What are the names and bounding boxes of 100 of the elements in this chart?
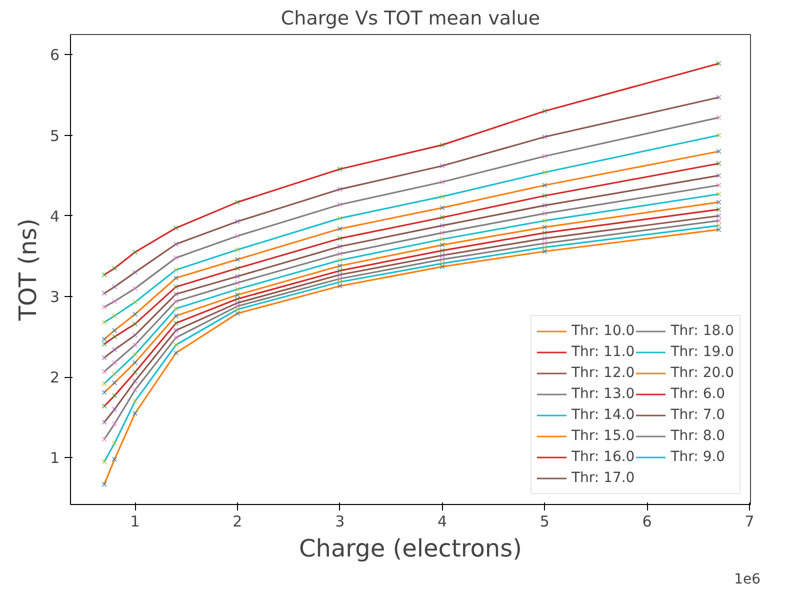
point bbox=[112, 347, 118, 352]
point bbox=[542, 218, 548, 224]
point bbox=[716, 160, 722, 166]
line-series bbox=[103, 116, 720, 308]
point bbox=[440, 205, 445, 210]
point bbox=[716, 114, 722, 120]
point bbox=[132, 370, 138, 375]
x-tick-label: 4 bbox=[437, 512, 448, 530]
point bbox=[173, 306, 179, 312]
point bbox=[102, 368, 107, 374]
point bbox=[234, 274, 240, 279]
legend-label: Thr: 13.0 bbox=[571, 385, 635, 404]
point bbox=[234, 286, 240, 292]
y-axis-title: TOT (ns) bbox=[14, 218, 42, 322]
point bbox=[112, 371, 118, 377]
point bbox=[542, 236, 548, 242]
point bbox=[542, 240, 548, 246]
point bbox=[440, 248, 445, 254]
point bbox=[542, 230, 548, 236]
x-tick-label: 3 bbox=[335, 512, 345, 530]
point bbox=[440, 260, 445, 266]
point bbox=[542, 202, 548, 208]
y-tick-label: 6 bbox=[50, 46, 60, 64]
legend-label: Thr: 6.0 bbox=[670, 385, 726, 404]
point bbox=[132, 312, 138, 317]
legend-label: Thr: 7.0 bbox=[670, 406, 726, 425]
point bbox=[132, 286, 138, 292]
point bbox=[102, 420, 107, 425]
point bbox=[112, 360, 118, 366]
point bbox=[337, 244, 342, 250]
point bbox=[102, 272, 107, 278]
point bbox=[716, 94, 722, 100]
point bbox=[716, 222, 722, 228]
line-series bbox=[103, 96, 720, 294]
point bbox=[716, 226, 722, 232]
point bbox=[173, 267, 179, 273]
point bbox=[234, 256, 240, 262]
point bbox=[337, 166, 342, 172]
point bbox=[234, 200, 240, 205]
x-tick-label: 2 bbox=[232, 512, 242, 530]
point bbox=[716, 148, 722, 154]
point bbox=[337, 202, 342, 208]
point bbox=[440, 163, 445, 169]
line-series bbox=[103, 62, 720, 276]
point bbox=[337, 279, 342, 285]
point bbox=[132, 332, 138, 338]
point bbox=[102, 320, 107, 325]
point bbox=[234, 233, 240, 239]
point bbox=[132, 270, 138, 275]
point bbox=[173, 342, 179, 348]
point bbox=[132, 378, 138, 384]
point bbox=[234, 292, 240, 298]
point bbox=[112, 284, 118, 290]
point bbox=[234, 296, 240, 302]
point bbox=[102, 459, 107, 464]
point bbox=[716, 213, 722, 219]
point bbox=[337, 276, 342, 282]
point bbox=[112, 266, 118, 271]
point bbox=[112, 456, 118, 462]
point bbox=[716, 182, 722, 188]
point bbox=[542, 182, 548, 188]
point bbox=[234, 266, 240, 271]
point bbox=[337, 263, 342, 268]
point bbox=[132, 342, 138, 348]
point bbox=[102, 482, 107, 487]
point bbox=[440, 230, 445, 236]
point bbox=[102, 290, 107, 296]
point bbox=[102, 380, 107, 386]
point bbox=[112, 380, 118, 386]
legend-label: Thr: 8.0 bbox=[670, 427, 726, 446]
point bbox=[440, 256, 445, 262]
y-tick-label: 1 bbox=[50, 449, 60, 468]
legend-label: Thr: 19.0 bbox=[670, 343, 734, 362]
point bbox=[173, 313, 179, 318]
point bbox=[102, 390, 107, 396]
point bbox=[440, 264, 445, 270]
point bbox=[716, 192, 722, 197]
point bbox=[112, 393, 118, 398]
point bbox=[173, 255, 179, 260]
point bbox=[173, 275, 179, 281]
x-tick-label: 7 bbox=[744, 512, 754, 530]
point bbox=[337, 272, 342, 278]
point bbox=[440, 179, 445, 185]
point bbox=[716, 132, 722, 138]
point bbox=[132, 352, 138, 358]
x-tick-label: 5 bbox=[540, 512, 550, 530]
y-tick-label: 2 bbox=[50, 368, 60, 387]
point bbox=[440, 194, 445, 200]
point bbox=[112, 440, 118, 446]
point bbox=[337, 236, 342, 242]
point bbox=[173, 350, 179, 356]
chart-title: Charge Vs TOT mean value bbox=[280, 8, 540, 30]
point bbox=[173, 328, 179, 333]
legend-label: Thr: 12.0 bbox=[571, 364, 635, 383]
point bbox=[112, 298, 118, 304]
point bbox=[542, 248, 548, 254]
point bbox=[337, 186, 342, 192]
point bbox=[132, 300, 138, 305]
y-tick-label: 3 bbox=[50, 288, 60, 306]
point bbox=[173, 320, 179, 326]
